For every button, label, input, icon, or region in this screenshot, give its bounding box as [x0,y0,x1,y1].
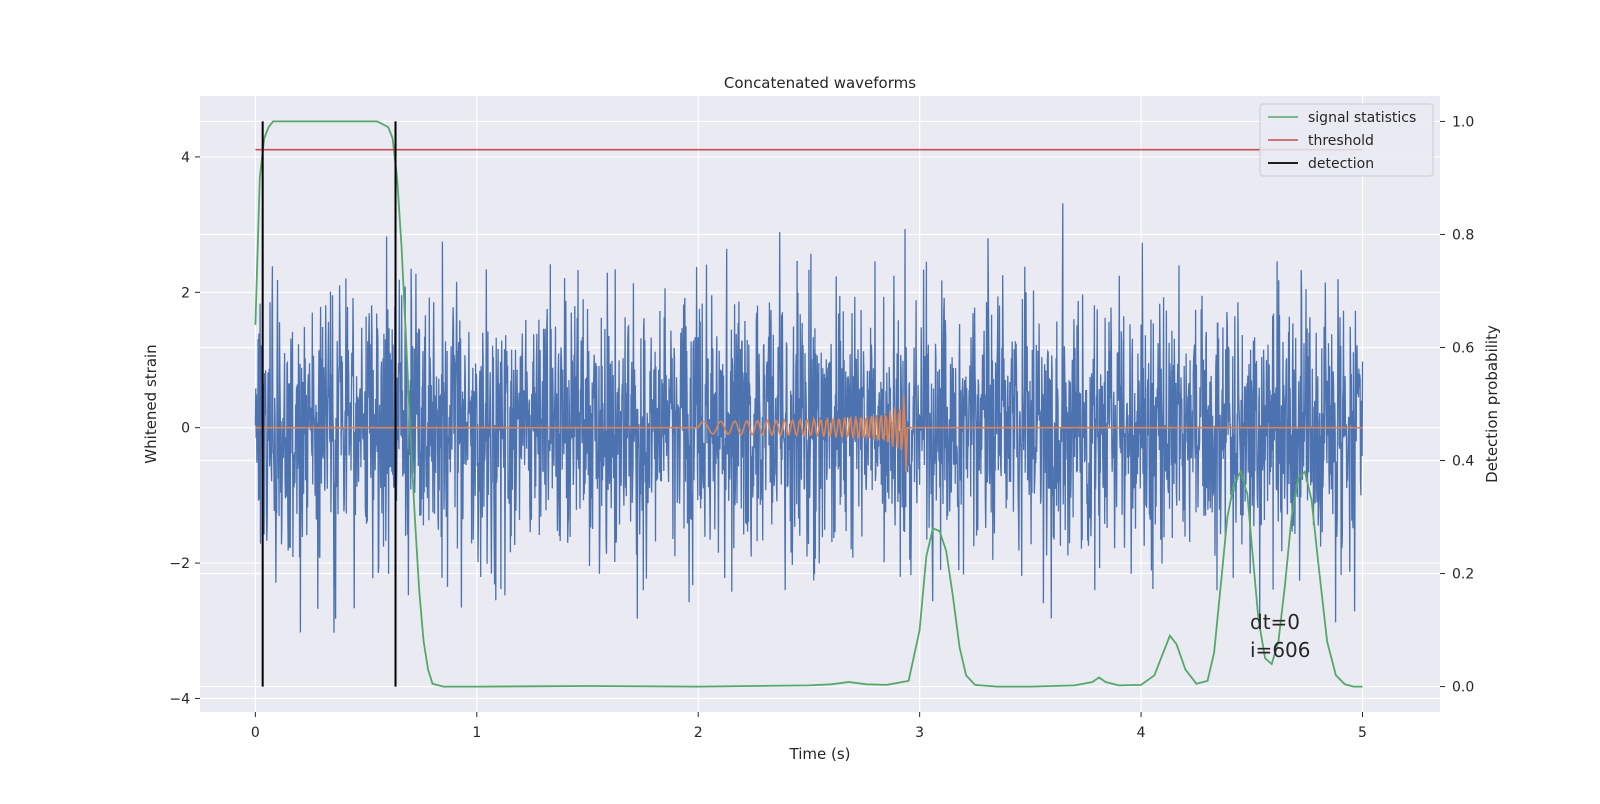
legend: signal statistics threshold detection [1259,103,1434,177]
x-tick-label: 0 [251,725,260,741]
chart-title: Concatenated waveforms [724,74,916,92]
y2-tick-label: 0.2 [1452,567,1474,583]
y-axis-label: Whitened strain [142,344,160,463]
annotation: dt=0 i=606 [1250,610,1311,662]
y-tick-label: 0 [181,421,190,437]
injection-line [255,395,1363,472]
annotation-index: i=606 [1250,638,1311,662]
legend-box [1259,103,1434,177]
tick-labels: 0 1 2 3 4 5 −4 −2 0 2 4 0.0 0.2 0.4 0.6 0.8 1.0 [169,114,1474,741]
x-tick-label: 2 [694,725,703,741]
y2-axis-label: Detection probability [1483,325,1501,483]
y2-tick-label: 0.4 [1452,454,1474,470]
legend-label-signal-statistics: signal statistics [1308,110,1416,126]
x-tick-label: 1 [472,725,481,741]
injected-waveform-series [255,395,1363,472]
y2-tick-label: 0.0 [1452,680,1474,696]
x-tick-label: 3 [915,725,924,741]
legend-label-detection: detection [1308,156,1374,172]
annotation-dt: dt=0 [1250,610,1300,634]
x-tick-label: 5 [1358,725,1367,741]
y-tick-label: 4 [181,150,190,166]
y2-tick-label: 0.6 [1452,340,1474,356]
y2-tick-label: 0.8 [1452,227,1474,243]
signal-statistics-line [254,120,1363,688]
y-tick-label: 2 [181,285,190,301]
legend-label-threshold: threshold [1308,133,1374,149]
strain-line [254,203,1364,633]
whitened-strain-series [254,203,1364,633]
x-tick-label: 4 [1137,725,1146,741]
right-axis-series [254,120,1363,688]
y-tick-label: −4 [169,691,190,707]
y2-tick-label: 1.0 [1452,114,1474,130]
x-axis-label: Time (s) [789,745,851,763]
y-tick-label: −2 [169,556,190,572]
